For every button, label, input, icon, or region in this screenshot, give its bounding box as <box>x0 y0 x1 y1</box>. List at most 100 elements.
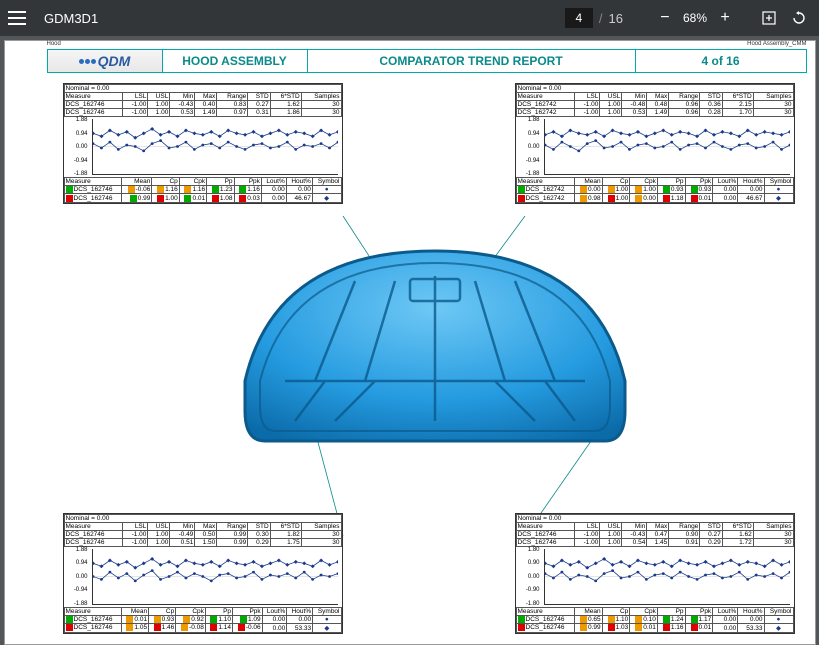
toolbar-right <box>757 6 811 30</box>
col-header: Min <box>170 93 195 101</box>
stat-cell: 0.00 <box>713 186 738 194</box>
data-cell: 0.29 <box>700 538 722 546</box>
header-title: COMPARATOR TREND REPORT <box>308 50 636 72</box>
stat-cell: DCS_162746 <box>64 615 121 623</box>
data-row: DCS_162746-1.001.00-0.490.500.990.301.82… <box>64 530 341 538</box>
stat-cell: 0.00 <box>713 615 738 623</box>
data-row: DCS_162742-1.001.00-0.480.480.960.362.15… <box>516 101 793 109</box>
data-row: DCS_162746-1.001.000.541.450.910.291.723… <box>516 538 793 546</box>
data-cell: 0.97 <box>217 109 248 117</box>
stat-header: Hout% <box>738 178 764 186</box>
page-divider: / <box>599 11 603 26</box>
stats-table: MeasureMeanCpCpkPpPpkLout%Hout%SymbolDCS… <box>516 177 794 203</box>
stat-header: Pp <box>207 178 234 186</box>
part-3d-view <box>235 231 635 451</box>
stat-header: Lout% <box>713 607 738 615</box>
stat-cell: 0.93 <box>149 615 176 623</box>
document-filename: GDM3D1 <box>44 11 98 26</box>
data-cell: 30 <box>753 538 793 546</box>
col-header: Max <box>195 93 217 101</box>
stat-header: Lout% <box>262 607 287 615</box>
y-axis-labels: 1.800.900.00-0.90-1.80 <box>518 547 540 607</box>
stat-cell: 0.93 <box>685 186 713 194</box>
data-cell: 0.28 <box>700 109 722 117</box>
zoom-in-button[interactable]: + <box>713 6 737 30</box>
stat-cell: 0.01 <box>685 194 713 203</box>
nominal-label: Nominal = 0.00 <box>64 514 341 522</box>
data-cell: 1.72 <box>722 538 753 546</box>
data-cell: 1.45 <box>647 538 669 546</box>
nominal-label: Nominal = 0.00 <box>64 85 341 93</box>
rotate-icon[interactable] <box>787 6 811 30</box>
data-cell: -1.00 <box>123 101 148 109</box>
stat-header: Lout% <box>261 178 286 186</box>
stat-header: Cp <box>149 607 176 615</box>
stat-cell: 0.93 <box>657 186 685 194</box>
col-header: Measure <box>64 93 123 101</box>
y-axis-labels: 1.880.940.00-0.94-1.88 <box>66 547 88 607</box>
symbol-cell: ● <box>764 615 793 623</box>
col-header: 6*STD <box>722 93 753 101</box>
page-number-input[interactable] <box>565 8 593 28</box>
data-cell: 0.96 <box>669 109 700 117</box>
stat-cell: 0.92 <box>176 615 206 623</box>
stat-cell: 1.23 <box>207 186 234 194</box>
stat-header: Lout% <box>713 178 738 186</box>
data-cell: DCS_162746 <box>64 538 123 546</box>
stat-cell: 1.17 <box>685 615 713 623</box>
col-header: Range <box>669 93 700 101</box>
stat-header: Cp <box>602 178 630 186</box>
data-cell: 1.86 <box>270 109 301 117</box>
page-total: 16 <box>609 11 623 26</box>
fit-page-icon[interactable] <box>757 6 781 30</box>
col-header: LSL <box>123 93 148 101</box>
data-cell: 1.49 <box>195 109 217 117</box>
zoom-controls: − 68% + <box>653 6 737 30</box>
data-cell: -1.00 <box>575 538 600 546</box>
stat-cell: 0.00 <box>713 194 738 203</box>
data-cell: 1.00 <box>148 530 170 538</box>
col-header: 6*STD <box>722 522 753 530</box>
stat-header: Measure <box>64 178 122 186</box>
stat-cell: 1.18 <box>657 194 685 203</box>
data-cell: 0.96 <box>669 101 700 109</box>
data-cell: 1.00 <box>148 101 170 109</box>
y-axis-labels: 1.880.940.00-0.94-1.88 <box>66 117 88 177</box>
data-cell: DCS_162746 <box>516 530 575 538</box>
stat-header: Mean <box>574 178 602 186</box>
symbol-cell: ● <box>312 186 341 194</box>
data-cell: 1.00 <box>600 101 622 109</box>
page-viewport[interactable]: Hood Hood Assembly_CMM QDM HOOD ASSEMBLY… <box>0 36 819 645</box>
stat-header: Measure <box>64 607 121 615</box>
stat-header: Measure <box>516 607 574 615</box>
symbol-cell: ◆ <box>764 624 793 633</box>
stat-cell: 53.33 <box>738 624 764 633</box>
measure-table: Nominal = 0.00MeasureLSLUSLMinMaxRangeST… <box>516 84 794 117</box>
data-cell: DCS_162746 <box>64 530 123 538</box>
data-cell: -1.00 <box>123 530 148 538</box>
stat-cell: 1.00 <box>630 186 658 194</box>
data-cell: -1.00 <box>575 101 600 109</box>
data-cell: -0.49 <box>170 530 195 538</box>
data-cell: 0.27 <box>248 101 270 109</box>
stat-cell: 0.00 <box>287 615 313 623</box>
data-cell: 1.62 <box>722 530 753 538</box>
stat-cell: 0.00 <box>738 186 764 194</box>
data-cell: 0.54 <box>622 538 647 546</box>
col-header: STD <box>700 93 722 101</box>
data-cell: 30 <box>301 109 341 117</box>
data-cell: 1.49 <box>647 109 669 117</box>
stat-cell: 0.00 <box>286 186 312 194</box>
data-cell: -1.00 <box>575 109 600 117</box>
menu-icon[interactable] <box>8 6 32 30</box>
data-cell: 1.50 <box>195 538 217 546</box>
zoom-out-button[interactable]: − <box>653 6 677 30</box>
stats-row: DCS_1627461.051.46-0.081.14-0.060.0053.3… <box>64 624 341 633</box>
stat-cell: 1.16 <box>657 624 685 633</box>
data-cell: 1.00 <box>600 538 622 546</box>
data-cell: 0.83 <box>217 101 248 109</box>
data-cell: 1.62 <box>270 101 301 109</box>
data-cell: 0.90 <box>669 530 700 538</box>
stat-cell: DCS_162746 <box>64 624 121 633</box>
stat-header: Hout% <box>286 178 312 186</box>
